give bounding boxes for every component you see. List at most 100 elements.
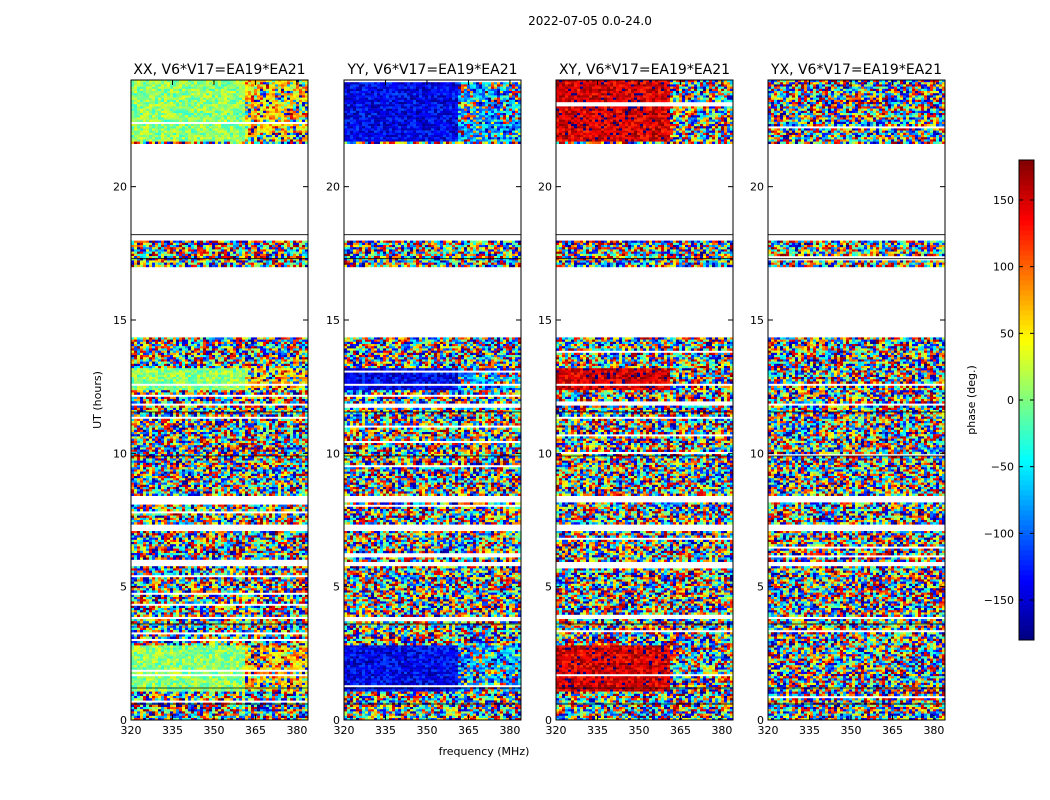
- x-tick-label: 320: [121, 724, 142, 737]
- y-tick-label: 10: [538, 447, 552, 460]
- colorbar-segment: [1019, 185, 1034, 191]
- colorbar-segment: [1019, 305, 1034, 311]
- colorbar-segment: [1019, 405, 1034, 411]
- panel-xy: XY, V6*V17=EA19*EA21 320 335 350 365 380 0 5 10 1…: [538, 62, 734, 737]
- colorbar-segment: [1019, 260, 1034, 266]
- colorbar-segment: [1019, 165, 1034, 171]
- colorbar-segment: [1019, 465, 1034, 471]
- colorbar-segment: [1019, 580, 1034, 586]
- colorbar-segment: [1019, 590, 1034, 596]
- colorbar-segment: [1019, 385, 1034, 391]
- colorbar-segment: [1019, 300, 1034, 306]
- panel-yx: YX, V6*V17=EA19*EA21 320 335 350 365 380 0 5 10 1…: [750, 62, 946, 737]
- colorbar-segment: [1019, 250, 1034, 256]
- colorbar-segment: [1019, 440, 1034, 446]
- colorbar-segment: [1019, 310, 1034, 316]
- y-tick-label: 0: [120, 714, 127, 727]
- colorbar-segment: [1019, 490, 1034, 496]
- plot-frame: [343, 79, 522, 721]
- colorbar-segment: [1019, 475, 1034, 481]
- colorbar-segment: [1019, 255, 1034, 261]
- plot-frame: [555, 79, 734, 721]
- colorbar-segment: [1019, 425, 1034, 431]
- panel-xx: XX, V6*V17=EA19*EA21 320 335 350 365 380 0 5 10 1…: [113, 62, 309, 737]
- panel-title: YY, V6*V17=EA19*EA21: [346, 62, 517, 78]
- x-tick-label: 350: [203, 724, 224, 737]
- y-tick-label: 15: [326, 314, 340, 327]
- y-tick-label: 10: [113, 447, 127, 460]
- colorbar-segment: [1019, 415, 1034, 421]
- colorbar-segment: [1019, 635, 1034, 641]
- colorbar-segment: [1019, 600, 1034, 606]
- colorbar-segment: [1019, 195, 1034, 201]
- colorbar-segment: [1019, 270, 1034, 276]
- colorbar-segment: [1019, 620, 1034, 626]
- colorbar-segment: [1019, 220, 1034, 226]
- x-tick-label: 320: [334, 724, 355, 737]
- colorbar-segment: [1019, 510, 1034, 516]
- x-tick-label: 320: [546, 724, 567, 737]
- x-axis-label: frequency (MHz): [439, 745, 530, 758]
- colorbar-label: phase (deg.): [965, 365, 978, 435]
- panel-yy: YY, V6*V17=EA19*EA21 320 335 350 365 380 0 5 10 1…: [326, 62, 522, 737]
- colorbar-segment: [1019, 160, 1034, 166]
- colorbar-segment: [1019, 515, 1034, 521]
- colorbar-segment: [1019, 495, 1034, 501]
- colorbar-segment: [1019, 555, 1034, 561]
- colorbar-segment: [1019, 235, 1034, 241]
- colorbar-segment: [1019, 430, 1034, 436]
- colorbar-segment: [1019, 610, 1034, 616]
- y-tick-label: 0: [757, 714, 764, 727]
- figure-title: 2022-07-05 0.0-24.0: [0, 14, 1050, 28]
- y-tick-label: 20: [326, 181, 340, 194]
- y-tick-label: 5: [333, 581, 340, 594]
- colorbar-segment: [1019, 565, 1034, 571]
- colorbar-segment: [1019, 190, 1034, 196]
- colorbar-segment: [1019, 550, 1034, 556]
- colorbar-segment: [1019, 535, 1034, 541]
- colorbar-segment: [1019, 480, 1034, 486]
- colorbar-segment: [1019, 380, 1034, 386]
- x-tick-label: 335: [162, 724, 183, 737]
- colorbar-segment: [1019, 330, 1034, 336]
- plot-frame: [767, 79, 946, 721]
- colorbar-segment: [1019, 455, 1034, 461]
- colorbar-segment: [1019, 340, 1034, 346]
- colorbar-segment: [1019, 395, 1034, 401]
- x-tick-label: 365: [882, 724, 903, 737]
- colorbar-segment: [1019, 605, 1034, 611]
- colorbar-segment: [1019, 530, 1034, 536]
- colorbar-segment: [1019, 170, 1034, 176]
- panel-title: XY, V6*V17=EA19*EA21: [559, 62, 730, 78]
- colorbar-segment: [1019, 175, 1034, 181]
- colorbar-segment: [1019, 505, 1034, 511]
- colorbar-segment: [1019, 575, 1034, 581]
- colorbar-segment: [1019, 350, 1034, 356]
- y-tick-label: 5: [545, 581, 552, 594]
- y-tick-label: 5: [120, 581, 127, 594]
- y-tick-label: 20: [538, 181, 552, 194]
- colorbar-segment: [1019, 520, 1034, 526]
- x-tick-label: 335: [799, 724, 820, 737]
- colorbar-tick-label: 0: [1007, 394, 1014, 407]
- y-tick-label: 0: [545, 714, 552, 727]
- colorbar-segment: [1019, 315, 1034, 321]
- colorbar: −150 −100 −50 0 50 100 150 phase (deg.): [965, 159, 1035, 641]
- colorbar-segment: [1019, 410, 1034, 416]
- colorbar-segment: [1019, 180, 1034, 186]
- colorbar-segment: [1019, 335, 1034, 341]
- x-tick-label: 365: [670, 724, 691, 737]
- colorbar-segment: [1019, 615, 1034, 621]
- y-tick-label: 5: [757, 581, 764, 594]
- y-tick-label: 10: [326, 447, 340, 460]
- colorbar-segment: [1019, 585, 1034, 591]
- plot-frame: [130, 79, 309, 721]
- colorbar-segment: [1019, 630, 1034, 636]
- y-tick-label: 20: [113, 181, 127, 194]
- heatmap-yx: [768, 80, 945, 720]
- x-tick-label: 380: [499, 724, 520, 737]
- x-tick-label: 350: [416, 724, 437, 737]
- x-tick-label: 335: [587, 724, 608, 737]
- colorbar-segment: [1019, 445, 1034, 451]
